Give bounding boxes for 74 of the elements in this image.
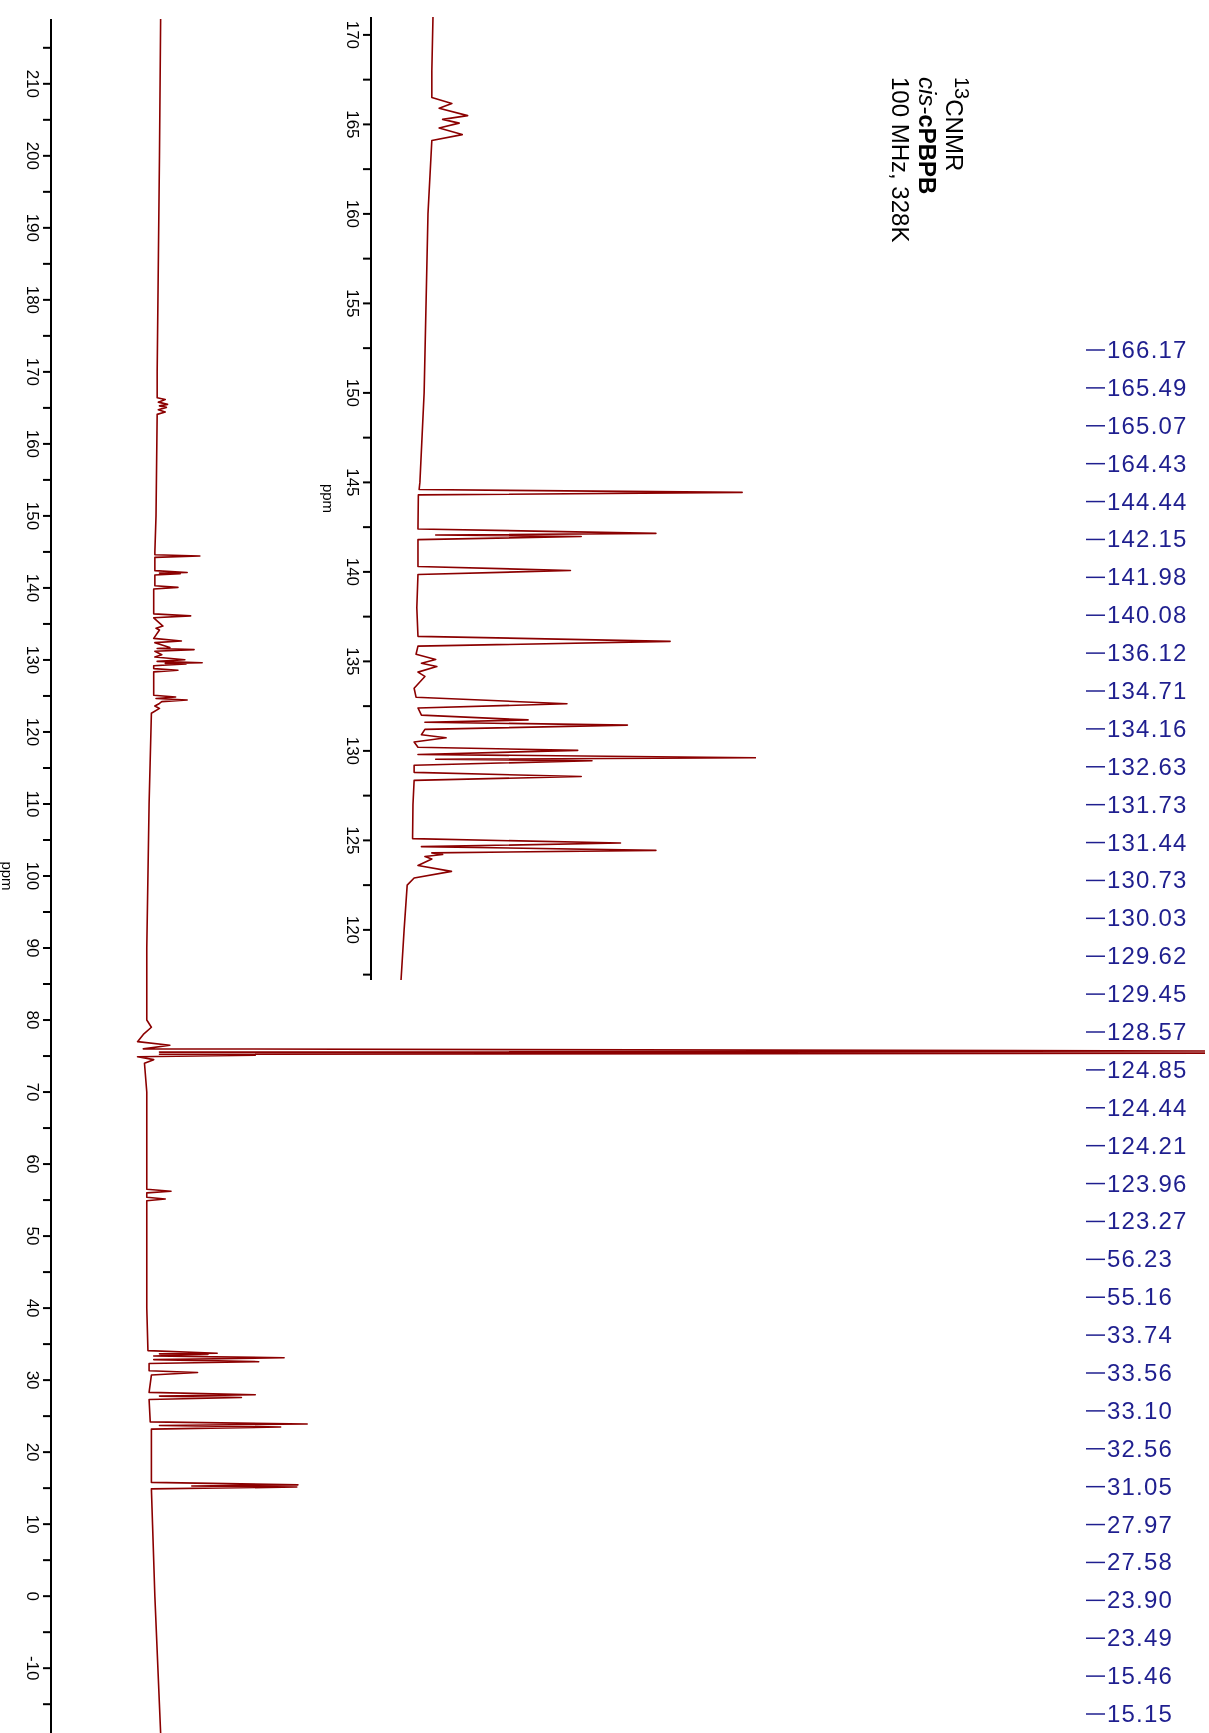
y-tick-label: 120 [343, 915, 363, 945]
annotation: 55.16 [1107, 1283, 1174, 1312]
annotation: 140.08 [1107, 601, 1188, 630]
y-tick-label: 160 [343, 199, 363, 229]
y-tick-label: 90 [23, 938, 43, 958]
annotation: 165.07 [1107, 411, 1188, 440]
annotation: 23.49 [1107, 1624, 1174, 1653]
annotation: 124.44 [1107, 1093, 1188, 1122]
annotation: 123.96 [1107, 1169, 1188, 1198]
y-tick-label: 135 [343, 647, 363, 676]
y-tick-label: 130 [23, 645, 43, 675]
y-tick-label: 140 [343, 557, 363, 587]
annotation: 123.27 [1107, 1207, 1188, 1236]
annotation: 27.97 [1107, 1510, 1174, 1539]
y-tick-label: 140 [23, 573, 43, 603]
annotation: 129.62 [1107, 942, 1188, 971]
y-tick-label: 110 [23, 790, 43, 818]
y-tick-label: 0 [23, 1591, 43, 1601]
annotation: 31.05 [1107, 1472, 1174, 1501]
y-tick-label: 130 [343, 736, 363, 766]
y-tick-label: 170 [23, 357, 43, 387]
y-tick-label: 145 [343, 468, 363, 497]
annotation: 33.56 [1107, 1359, 1174, 1387]
annotation: 136.12 [1107, 639, 1188, 668]
annotation: 134.16 [1107, 714, 1188, 743]
y-tick-label: 160 [23, 429, 43, 459]
y-tick-label: 100 [23, 861, 43, 891]
annotation: 15.15 [1107, 1700, 1174, 1728]
annotation: 144.44 [1107, 487, 1188, 516]
y-tick-label: 10 [23, 1514, 43, 1534]
y-tick-label: 150 [23, 501, 43, 531]
y-tick-label: 40 [23, 1298, 43, 1318]
annotation: 130.73 [1107, 866, 1188, 895]
y-tick-label: 20 [23, 1442, 43, 1462]
annotation: 132.63 [1107, 752, 1188, 781]
y-tick-label: 125 [343, 826, 363, 855]
y-axis-title: ppm [320, 483, 337, 514]
y-tick-label: 70 [23, 1082, 43, 1102]
annotation: 27.58 [1107, 1548, 1174, 1577]
annotation: 32.56 [1107, 1434, 1174, 1463]
y-tick-label: 170 [343, 20, 363, 50]
annotation: 15.46 [1107, 1662, 1174, 1691]
y-tick-label: -10 [23, 1655, 43, 1681]
y-tick-label: 180 [23, 285, 43, 315]
annotation: 100 MHz, 328K [887, 77, 914, 243]
annotation: 124.21 [1107, 1131, 1188, 1160]
annotation: 23.90 [1107, 1586, 1174, 1615]
y-tick-label: 200 [23, 141, 43, 171]
text: cis-cPBPB [914, 77, 941, 195]
annotation: 33.10 [1107, 1396, 1174, 1425]
annotation: 33.74 [1107, 1321, 1174, 1350]
y-tick-label: 150 [343, 378, 363, 408]
y-tick-label: 60 [23, 1154, 43, 1174]
y-tick-label: 190 [23, 213, 43, 243]
annotation: 141.98 [1107, 563, 1188, 592]
y-tick-label: 120 [23, 717, 43, 747]
annotation: 56.23 [1107, 1245, 1174, 1274]
annotation: 129.45 [1107, 980, 1188, 1009]
y-tick-label: 30 [23, 1370, 43, 1390]
y-tick-label: 165 [343, 110, 363, 139]
annotation: 124.85 [1107, 1055, 1188, 1084]
annotation: 142.15 [1107, 525, 1188, 554]
y-tick-label: 80 [23, 1010, 43, 1030]
y-tick-label: 210 [23, 69, 43, 98]
annotation: 130.03 [1107, 904, 1188, 933]
annotation: 131.73 [1107, 790, 1188, 819]
y-tick-label: 155 [343, 289, 363, 318]
annotation: 134.71 [1107, 677, 1188, 705]
annotation: 166.17 [1107, 336, 1188, 364]
annotation: 128.57 [1107, 1018, 1188, 1046]
annotation: 164.43 [1107, 449, 1188, 478]
annotation: 165.49 [1107, 373, 1188, 402]
y-tick-label: 50 [23, 1226, 43, 1246]
annotation: 131.44 [1107, 828, 1188, 857]
